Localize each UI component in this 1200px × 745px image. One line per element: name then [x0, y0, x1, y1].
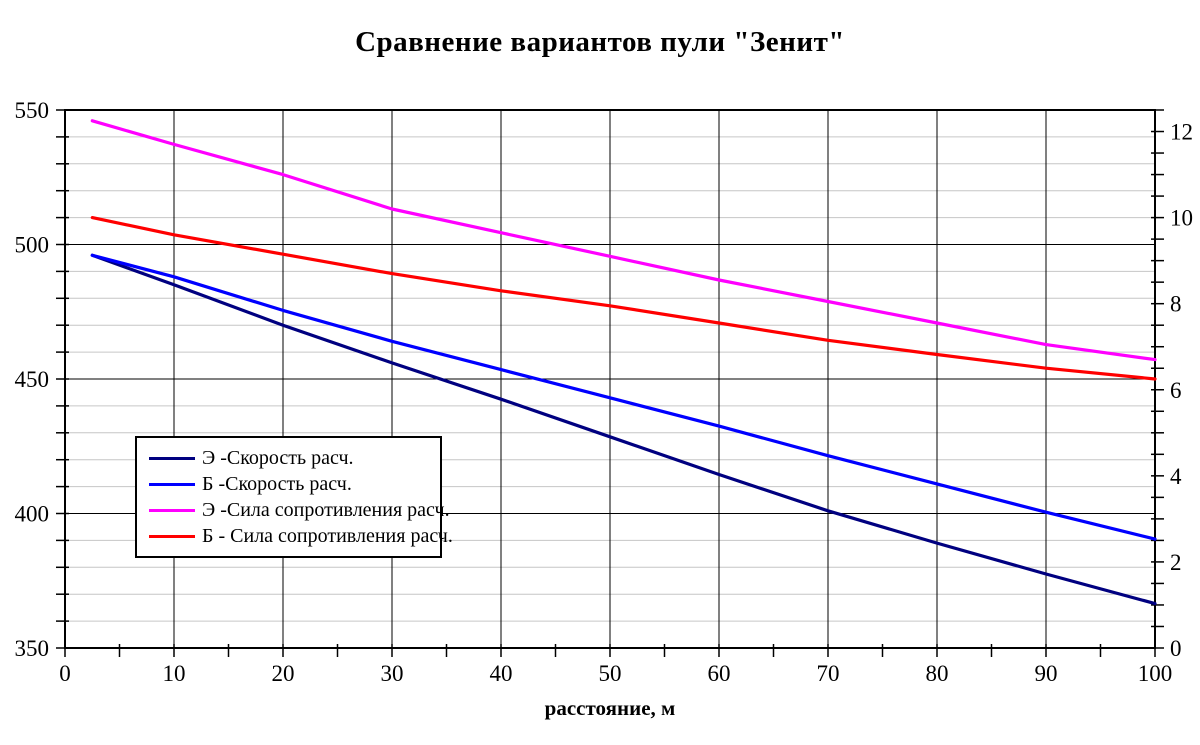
- series-line-swatch: [149, 534, 195, 538]
- y-left-tick-label: 350: [15, 636, 50, 661]
- x-tick-label: 20: [272, 661, 295, 686]
- legend: Э -Скорость расч. Б -Скорость расч. Э -С…: [135, 436, 453, 558]
- series-line-swatch: [149, 456, 195, 460]
- legend-item: Э -Сила сопротивления расч.: [149, 497, 450, 523]
- x-tick-label: 70: [817, 661, 840, 686]
- x-tick-label: 10: [163, 661, 186, 686]
- y-right-tick-label: 12: [1170, 120, 1193, 145]
- y-left-tick-label: 500: [15, 233, 50, 258]
- x-tick-label: 50: [599, 661, 622, 686]
- series-line: [90, 253, 1157, 541]
- x-tick-label: 40: [490, 661, 513, 686]
- y-left-tick-label: 400: [15, 502, 50, 527]
- legend-item: Б - Сила сопротивления расч.: [149, 523, 453, 549]
- y-right-tick-label: 4: [1170, 464, 1182, 489]
- legend-item: Э -Скорость расч.: [149, 445, 432, 471]
- x-tick-label: 90: [1035, 661, 1058, 686]
- legend-item: Б -Скорость расч.: [149, 471, 432, 497]
- x-tick-label: 30: [381, 661, 404, 686]
- chart-title: Сравнение вариантов пули "Зенит": [355, 26, 845, 58]
- y-right-tick-label: 0: [1170, 636, 1182, 661]
- series-line: [90, 216, 1157, 381]
- series-line-swatch: [149, 482, 195, 486]
- y-right-tick-label: 6: [1170, 378, 1182, 403]
- y-left-tick-label: 550: [15, 98, 50, 123]
- series-line: [90, 253, 1157, 606]
- series-line: [90, 119, 1157, 362]
- y-right-tick-label: 8: [1170, 292, 1182, 317]
- x-tick-label: 60: [708, 661, 731, 686]
- legend-label: Э -Сила сопротивления расч.: [202, 498, 450, 521]
- legend-label: Б - Сила сопротивления расч.: [202, 524, 453, 547]
- series-line-swatch: [149, 508, 195, 512]
- x-tick-label: 0: [59, 661, 71, 686]
- legend-label: Э -Скорость расч.: [202, 446, 354, 469]
- x-axis-title: расстояние, м: [544, 696, 676, 720]
- legend-label: Б -Скорость расч.: [202, 472, 352, 495]
- x-tick-label: 100: [1138, 661, 1173, 686]
- x-tick-label: 80: [926, 661, 949, 686]
- y-left-tick-label: 450: [15, 367, 50, 392]
- y-right-tick-label: 10: [1170, 206, 1193, 231]
- y-right-tick-label: 2: [1170, 550, 1182, 575]
